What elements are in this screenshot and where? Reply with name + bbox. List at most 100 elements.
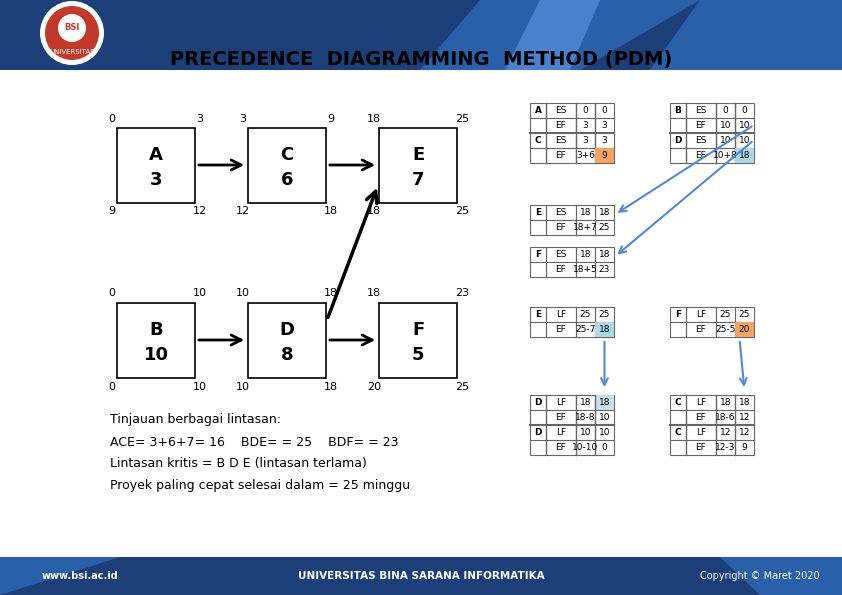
Text: EF: EF <box>556 151 567 160</box>
Bar <box>595 322 614 337</box>
Text: 10: 10 <box>720 136 731 145</box>
Bar <box>379 302 457 377</box>
Text: Lintasan kritis = B D E (lintasan terlama): Lintasan kritis = B D E (lintasan terlam… <box>110 458 367 471</box>
Text: ES: ES <box>556 250 567 259</box>
Bar <box>530 247 614 277</box>
Text: 10: 10 <box>236 381 250 392</box>
Text: C: C <box>280 146 294 164</box>
Text: LF: LF <box>696 310 706 319</box>
Text: 25: 25 <box>455 381 469 392</box>
Bar <box>735 322 754 337</box>
Text: 0: 0 <box>602 443 607 452</box>
Text: 8: 8 <box>280 346 293 364</box>
Circle shape <box>58 14 86 42</box>
Text: EF: EF <box>556 443 567 452</box>
Text: A: A <box>149 146 163 164</box>
Text: 10: 10 <box>236 289 250 299</box>
Polygon shape <box>720 557 842 595</box>
Bar <box>670 307 754 337</box>
Bar <box>248 302 326 377</box>
Text: 18: 18 <box>738 398 750 407</box>
Text: 23: 23 <box>455 289 469 299</box>
Bar <box>0 0 842 70</box>
Text: 18-8: 18-8 <box>575 413 596 422</box>
Text: 9: 9 <box>109 206 115 217</box>
Text: ES: ES <box>556 106 567 115</box>
Text: B: B <box>674 106 681 115</box>
Text: E: E <box>412 146 424 164</box>
Bar <box>117 127 195 202</box>
Text: EF: EF <box>556 265 567 274</box>
Text: Proyek paling cepat selesai dalam = 25 minggu: Proyek paling cepat selesai dalam = 25 m… <box>110 480 410 493</box>
Text: 0: 0 <box>583 106 589 115</box>
Text: 23: 23 <box>599 265 610 274</box>
Text: 18: 18 <box>599 250 610 259</box>
Text: LF: LF <box>556 428 566 437</box>
Text: EF: EF <box>556 325 567 334</box>
Text: 18: 18 <box>738 151 750 160</box>
Bar <box>248 127 326 202</box>
Text: 18: 18 <box>580 208 591 217</box>
Text: 10: 10 <box>193 381 207 392</box>
Text: 10: 10 <box>738 121 750 130</box>
Text: E: E <box>535 208 541 217</box>
Text: 25: 25 <box>455 206 469 217</box>
Text: LF: LF <box>556 310 566 319</box>
Bar <box>670 103 754 163</box>
Text: EF: EF <box>556 223 567 232</box>
Text: 18: 18 <box>580 250 591 259</box>
Bar <box>595 395 614 410</box>
Bar <box>530 307 614 337</box>
Text: D: D <box>535 428 541 437</box>
Text: B: B <box>149 321 163 339</box>
Text: PRECEDENCE  DIAGRAMMING  METHOD (PDM): PRECEDENCE DIAGRAMMING METHOD (PDM) <box>170 51 672 70</box>
Polygon shape <box>0 557 120 595</box>
Text: 9: 9 <box>742 443 748 452</box>
Text: 10: 10 <box>720 121 731 130</box>
Text: 18: 18 <box>599 325 610 334</box>
Text: 7: 7 <box>412 171 424 189</box>
Bar <box>595 148 614 163</box>
Text: EF: EF <box>695 443 706 452</box>
Text: A: A <box>535 106 541 115</box>
Text: 3+6: 3+6 <box>576 151 595 160</box>
Text: UNIVERSITAS BINA SARANA INFORMATIKA: UNIVERSITAS BINA SARANA INFORMATIKA <box>298 571 544 581</box>
Text: 12: 12 <box>720 428 731 437</box>
Text: LF: LF <box>696 398 706 407</box>
Text: F: F <box>535 250 541 259</box>
Text: 0: 0 <box>742 106 748 115</box>
Text: 18: 18 <box>580 398 591 407</box>
Text: 18+7: 18+7 <box>573 223 598 232</box>
Text: 25-5: 25-5 <box>716 325 736 334</box>
Text: 18: 18 <box>324 289 338 299</box>
Text: ES: ES <box>556 136 567 145</box>
Text: 0: 0 <box>109 289 115 299</box>
Text: 25: 25 <box>599 310 610 319</box>
Text: 9: 9 <box>328 114 334 124</box>
Text: EF: EF <box>695 413 706 422</box>
Text: 18: 18 <box>324 381 338 392</box>
Text: EF: EF <box>695 325 706 334</box>
Text: LF: LF <box>696 428 706 437</box>
Text: F: F <box>675 310 681 319</box>
Text: 18: 18 <box>324 206 338 217</box>
Text: 9: 9 <box>602 151 607 160</box>
Text: www.bsi.ac.id: www.bsi.ac.id <box>41 571 119 581</box>
Text: 12: 12 <box>738 428 750 437</box>
Text: 3: 3 <box>602 136 607 145</box>
Text: Tinjauan berbagai lintasan:: Tinjauan berbagai lintasan: <box>110 414 281 427</box>
Text: 3: 3 <box>196 114 204 124</box>
Text: C: C <box>674 398 681 407</box>
Bar <box>117 302 195 377</box>
Polygon shape <box>650 0 842 70</box>
Text: ES: ES <box>695 136 706 145</box>
Text: 18+5: 18+5 <box>573 265 598 274</box>
Text: 10-10: 10-10 <box>573 443 599 452</box>
Text: 18: 18 <box>367 114 381 124</box>
Text: C: C <box>535 136 541 145</box>
Text: 12: 12 <box>236 206 250 217</box>
Bar <box>735 148 754 163</box>
Text: 0: 0 <box>722 106 728 115</box>
Text: 10: 10 <box>599 428 610 437</box>
Text: 18: 18 <box>599 398 610 407</box>
